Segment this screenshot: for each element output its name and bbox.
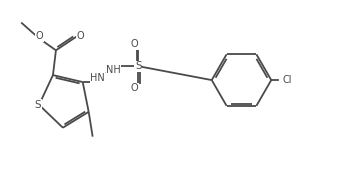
Text: NH: NH — [106, 65, 121, 75]
Text: S: S — [135, 61, 142, 71]
Text: O: O — [131, 39, 138, 49]
Text: HN: HN — [90, 73, 105, 83]
Text: O: O — [36, 31, 43, 41]
Text: Cl: Cl — [283, 75, 292, 85]
Text: O: O — [76, 31, 84, 41]
Text: S: S — [35, 100, 42, 110]
Text: O: O — [131, 83, 138, 93]
